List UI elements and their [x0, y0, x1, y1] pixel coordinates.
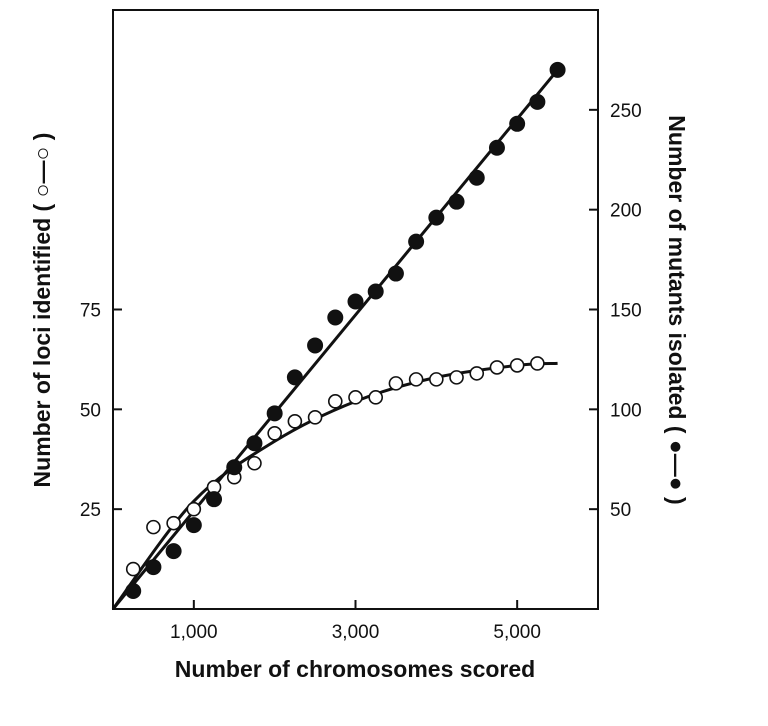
loci-data-point	[267, 425, 282, 441]
loci-data-point	[368, 390, 384, 405]
mutants-data-point	[286, 369, 303, 386]
left-y-axis-title: Number of loci identified ( ○—○ )	[29, 133, 55, 488]
mutants-data-point	[246, 435, 263, 452]
right-y-tick-label: 100	[610, 400, 642, 421]
loci-data-point	[388, 376, 404, 391]
mutants-data-point	[347, 293, 364, 310]
x-tick-label: 5,000	[493, 622, 541, 643]
mutants-fit-line	[111, 68, 559, 610]
mutants-data-point	[206, 491, 223, 508]
mutants-data-point	[165, 543, 182, 560]
mutants-data-point	[529, 93, 546, 110]
loci-data-point	[287, 414, 303, 429]
loci-data-point	[307, 410, 323, 425]
loci-data-point	[327, 394, 343, 409]
mutants-data-point	[367, 283, 384, 300]
x-axis-title: Number of chromosomes scored	[175, 656, 535, 682]
mutants-data-point	[266, 405, 283, 422]
mutants-data-point	[226, 459, 243, 476]
loci-data-point	[348, 390, 363, 405]
left-y-tick-label: 50	[80, 400, 101, 421]
x-tick-label: 1,000	[170, 622, 218, 643]
mutants-data-point	[125, 583, 142, 600]
loci-data-point	[125, 561, 141, 577]
mutants-data-point	[145, 559, 162, 576]
loci-data-point	[469, 366, 485, 381]
mutants-data-point	[488, 139, 505, 156]
left-y-tick-label: 75	[80, 301, 101, 322]
mutants-data-point	[448, 193, 465, 210]
loci-data-point	[530, 356, 545, 371]
loci-data-point	[449, 370, 464, 385]
mutants-data-point	[387, 265, 404, 282]
mutants-data-point	[408, 233, 425, 250]
x-tick-label: 3,000	[332, 622, 380, 643]
loci-data-point	[509, 358, 525, 373]
loci-data-point	[186, 501, 202, 517]
left-y-tick-label: 25	[80, 500, 101, 521]
right-y-tick-label: 150	[610, 301, 642, 322]
loci-data-point	[489, 360, 505, 375]
mutants-data-point	[327, 309, 344, 326]
right-y-tick-label: 50	[610, 500, 631, 521]
loci-data-point	[166, 515, 181, 531]
loci-data-point	[247, 455, 262, 471]
right-y-tick-label: 250	[610, 101, 642, 122]
loci-data-point	[429, 372, 444, 387]
mutants-data-point	[185, 517, 202, 534]
mutants-data-point	[549, 61, 566, 78]
mutants-data-point	[307, 337, 324, 354]
right-y-tick-label: 200	[610, 201, 642, 222]
mutants-data-point	[509, 115, 526, 132]
mutants-data-point	[428, 209, 445, 226]
loci-data-point	[408, 372, 424, 387]
loci-data-point	[146, 519, 161, 535]
mutants-data-point	[468, 169, 485, 186]
right-y-axis-title: Number of mutants isolated ( ●—● )	[664, 115, 690, 504]
